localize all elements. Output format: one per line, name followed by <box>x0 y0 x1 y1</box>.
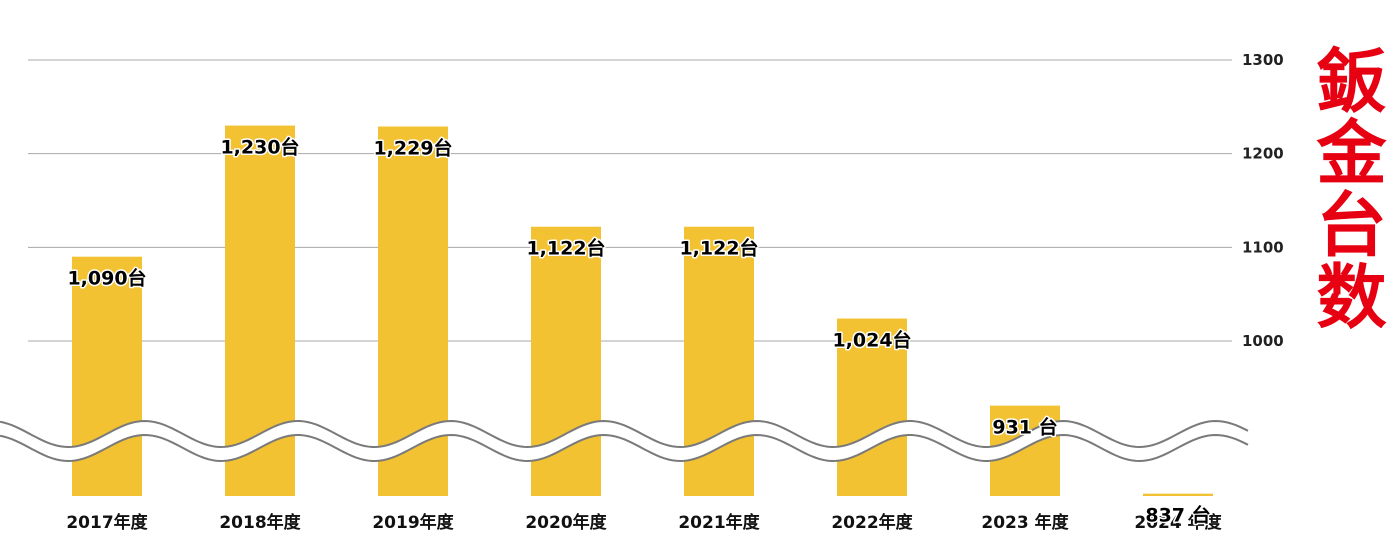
x-tick-label: 2017年度 <box>66 512 148 533</box>
x-axis-labels: 2017年度 2018年度 2019年度 2020年度 2021年度 2022年度 2023… <box>66 512 1222 533</box>
bar <box>72 256 142 496</box>
bar <box>1143 493 1213 496</box>
axis-break-line <box>0 433 1249 463</box>
axis-break-line <box>0 419 1249 449</box>
data-label: 1,090台 <box>67 267 146 290</box>
axis-break <box>0 419 1252 463</box>
x-tick-label: 2019年度 <box>372 512 454 533</box>
bar <box>837 318 907 496</box>
x-tick-label: 2020年度 <box>525 512 607 533</box>
x-tick-label: 2021年度 <box>678 512 760 533</box>
data-label: 1,122台 <box>526 237 605 260</box>
data-label: 1,024台 <box>832 329 911 352</box>
gridlines <box>28 59 1232 342</box>
x-tick-label: 2022年度 <box>831 512 913 533</box>
x-tick-label: 2024 年度 <box>1134 512 1222 533</box>
x-tick-label: 2023 年度 <box>981 512 1069 533</box>
data-label: 1,122台 <box>679 237 758 260</box>
y-axis-title: 鈑金台数 <box>1305 44 1387 332</box>
x-tick-label: 2018年度 <box>219 512 301 533</box>
axis-break-band <box>0 420 1252 462</box>
data-labels: 1,090台 1,230台 1,229台 1,122台 1,122台 1,024台 931 … <box>66 134 1212 528</box>
data-label: 1,230台 <box>220 136 299 159</box>
data-label: 931 台 <box>992 416 1057 439</box>
y-tick-label: 1200 <box>1242 145 1284 163</box>
y-axis-ticks: 1300 1200 1100 1000 <box>1242 51 1284 350</box>
data-label: 837 台 <box>1145 504 1210 527</box>
data-label: 1,229台 <box>373 137 452 160</box>
y-tick-label: 1000 <box>1242 332 1284 350</box>
y-tick-label: 1100 <box>1242 238 1284 256</box>
y-tick-label: 1300 <box>1242 51 1284 69</box>
